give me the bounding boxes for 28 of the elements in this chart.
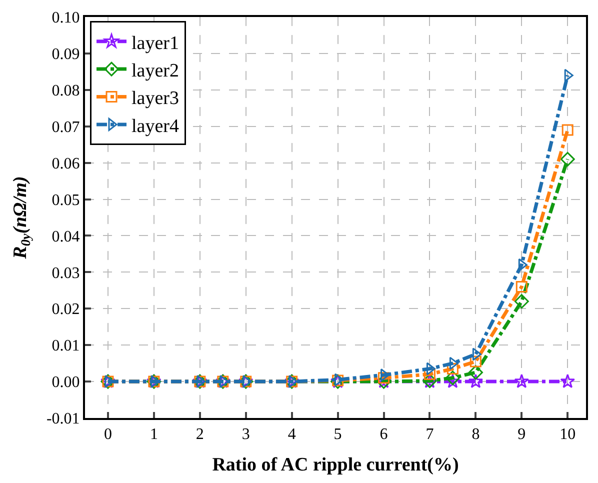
x-tick-label: 5	[334, 426, 342, 444]
legend-label: layer3	[132, 88, 179, 110]
x-tick-label: 6	[380, 426, 388, 444]
x-tick-label: 1	[150, 426, 158, 444]
x-tick-label: 10	[560, 426, 576, 444]
x-tick-label: 9	[518, 426, 526, 444]
y-tick-label: 0.01	[52, 338, 80, 355]
legend-label: layer2	[132, 60, 179, 82]
x-tick-label: 2	[196, 426, 204, 444]
y-tick-label: 0.06	[52, 155, 80, 172]
y-tick-label: -0.01	[46, 410, 80, 428]
x-axis-title: Ratio of AC ripple current(%)	[212, 454, 459, 476]
y-tick-label: 0.03	[52, 264, 80, 282]
y-tick-label: 0.10	[52, 10, 80, 27]
x-tick-label: 7	[426, 426, 434, 444]
x-tick-label: 3	[242, 426, 250, 444]
x-tick-label: 8	[472, 426, 480, 444]
legend-label: layer4	[132, 116, 180, 137]
y-tick-label: 0.07	[52, 118, 80, 136]
x-tick-label: 4	[288, 426, 296, 444]
y-tick-label: 0.02	[52, 301, 80, 318]
y-tick-label: 0.08	[52, 82, 80, 100]
legend-label: layer1	[132, 32, 179, 54]
y-tick-label: 0.05	[52, 192, 80, 209]
x-tick-label: 0	[104, 426, 112, 444]
y-tick-label: 0.00	[52, 374, 80, 392]
y-tick-label: 0.09	[52, 46, 80, 64]
y-tick-label: 0.04	[52, 228, 80, 246]
